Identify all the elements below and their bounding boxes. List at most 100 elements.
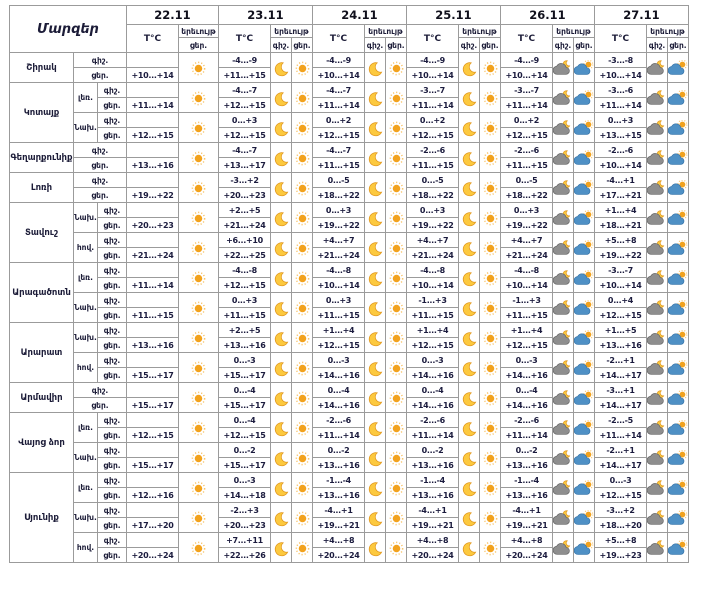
moon-icon (367, 151, 383, 167)
day-icon-cell (178, 232, 219, 263)
cloud-sun-icon (574, 179, 594, 197)
night-temp-cell (126, 502, 179, 518)
forecast-night-row: Նախ. գիշ. 0...+3 0...+3 -1...+3 -1...+3 0...+4 (10, 292, 689, 323)
night-icon-cell (552, 472, 574, 503)
sun-icon (482, 480, 499, 497)
moon-icon (461, 421, 477, 437)
day-temp-cell: +11...+14 (126, 277, 179, 293)
day-temp-cell: +11...+15 (312, 157, 365, 173)
night-temp-cell: -2...-6 (594, 142, 647, 158)
forecast-night-row: Արագածոտն լեռ. գիշ. -4...-8 -4...-8 -4...-8 -4… (9, 262, 689, 323)
sun-icon (190, 210, 207, 227)
night-temp-cell: -4...-9 (406, 52, 459, 68)
day-icon-cell (667, 232, 689, 263)
sun-icon (294, 450, 311, 467)
moon-icon (273, 541, 289, 557)
forecast-night-row: Նախ. գիշ. 0...+3 0...+2 0...+2 0...+2 0...+3 (10, 112, 689, 143)
sun-icon (294, 180, 311, 197)
day-temp-cell: +20...+23 (218, 187, 271, 203)
night-temp-cell: -3...-7 (594, 262, 647, 278)
night-temp-cell (126, 382, 179, 398)
sun-icon (482, 150, 499, 167)
moon-icon (461, 451, 477, 467)
night-temp-cell: -4...-7 (218, 82, 271, 98)
sun-icon (388, 480, 405, 497)
night-icon-cell (552, 142, 574, 173)
moon-icon (367, 511, 383, 527)
sun-icon (388, 300, 405, 317)
day-icon-cell (178, 412, 219, 443)
night-icon-cell (646, 292, 668, 323)
sun-icon (294, 390, 311, 407)
day-icon-cell (667, 142, 689, 173)
day-icon-cell (479, 502, 501, 533)
sun-icon (294, 480, 311, 497)
day-temp-cell: +12...+16 (126, 487, 179, 503)
moon-icon (367, 61, 383, 77)
night-icon-cell (552, 502, 574, 533)
forecast-night-row: Վայոց ձոր լեռ. գիշ. 0...-4 -2...-6 -2...-6 -2.… (9, 412, 689, 473)
night-icon-cell (552, 322, 574, 353)
cloud-sun-icon (574, 59, 594, 77)
day-temp-cell: +11...+15 (126, 307, 179, 323)
night-icon-cell (364, 472, 386, 503)
temp-header: T°C (406, 24, 459, 53)
day-temp-cell: +14...+16 (500, 397, 553, 413)
night-temp-cell: -3...-7 (406, 82, 459, 98)
night-col-header: գիշ. (552, 37, 574, 53)
cloud-sun-icon (668, 419, 688, 437)
forecast-day-row: ցեր. +21...+24 +22...+25 +21...+24 +21...+24… (10, 247, 689, 263)
night-row-label: գիշ. (97, 292, 127, 308)
day-temp-cell: +11...+15 (406, 157, 459, 173)
night-row-label: գիշ. (97, 112, 127, 128)
forecast-day-row: ցեր. +12...+15 +12...+15 +11...+14 +11...+14… (10, 427, 689, 443)
night-temp-cell (126, 232, 179, 248)
cloud-sun-icon (668, 359, 688, 377)
day-icon-cell (479, 352, 501, 383)
day-temp-cell: +17...+21 (594, 187, 647, 203)
night-temp-cell: -4...-9 (500, 52, 553, 68)
moon-icon (367, 331, 383, 347)
cloud-sun-icon (574, 239, 594, 257)
cloud-moon-icon (553, 90, 573, 107)
night-temp-cell: -1...-4 (312, 472, 365, 488)
day-temp-cell: +19...+21 (406, 517, 459, 533)
night-icon-cell (364, 202, 386, 233)
sun-icon (190, 390, 207, 407)
cloud-moon-icon (647, 60, 667, 77)
sun-icon (388, 210, 405, 227)
day-icon-cell (667, 532, 689, 563)
date-header: 25.11 (406, 5, 501, 25)
sun-icon (294, 270, 311, 287)
sun-icon (388, 150, 405, 167)
temp-header: T°C (218, 24, 271, 53)
night-temp-cell: -2...-6 (406, 142, 459, 158)
day-icon-cell (291, 112, 313, 143)
cloud-moon-icon (647, 510, 667, 527)
night-temp-cell: 0...+3 (500, 202, 553, 218)
day-temp-cell: +19...+22 (406, 217, 459, 233)
sun-icon (388, 390, 405, 407)
night-temp-cell: 0...-4 (218, 412, 271, 428)
day-temp-cell: +10...+14 (500, 67, 553, 83)
day-temp-cell: +20...+23 (126, 217, 179, 233)
day-icon-cell (479, 442, 501, 473)
day-icon-cell (291, 292, 313, 323)
day-icon-cell (479, 172, 501, 203)
forecast-day-row: ցեր. +11...+14 +12...+15 +11...+14 +11...+14… (10, 97, 689, 113)
forecast-day-row: ցեր. +11...+14 +12...+15 +10...+14 +10...+14… (10, 277, 689, 293)
region-name: Շիրակ (9, 52, 74, 83)
night-temp-cell: 0...-3 (312, 352, 365, 368)
cloud-sun-icon (668, 239, 688, 257)
sun-icon (294, 540, 311, 557)
day-icon-cell (291, 142, 313, 173)
cloud-moon-icon (647, 540, 667, 557)
forecast-day-row: ցեր. +15...+17 +15...+17 +14...+16 +14...+16… (10, 367, 689, 383)
day-temp-cell: +12...+15 (500, 127, 553, 143)
night-temp-cell: -4...-7 (218, 142, 271, 158)
day-icon-cell (385, 382, 407, 413)
day-row-label: ցեր. (97, 217, 127, 233)
day-icon-cell (573, 262, 595, 293)
day-temp-cell: +12...+15 (218, 127, 271, 143)
night-temp-cell: 0...-3 (594, 472, 647, 488)
